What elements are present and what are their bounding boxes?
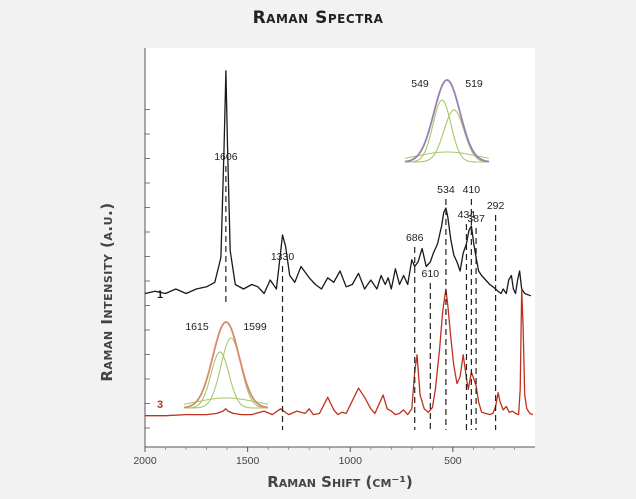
fit-baseline-curve	[404, 151, 490, 159]
fit-envelope-curve	[404, 79, 490, 163]
peak-label: 686	[406, 232, 424, 244]
series-label: 1	[157, 289, 163, 301]
peak-label: 1330	[271, 251, 295, 263]
x-tick-label: 500	[444, 455, 462, 467]
chart-title: Raman Spectra	[252, 8, 384, 28]
x-tick-label: 1000	[339, 455, 363, 467]
inset-peak-label: 519	[465, 78, 483, 90]
fit-envelope-curve	[183, 321, 269, 409]
peak-label: 610	[422, 268, 440, 280]
peak-label: 387	[467, 213, 485, 225]
inset-peak-label: 1615	[185, 321, 209, 333]
peak-label: 534	[437, 184, 455, 196]
series-1-line	[144, 70, 532, 297]
peak-label: 1606	[214, 151, 238, 163]
fit-inset	[183, 321, 269, 409]
x-tick-label: 2000	[133, 455, 157, 467]
fit-inset	[404, 79, 490, 163]
peak-label: 410	[463, 184, 481, 196]
series-label: 3	[157, 399, 163, 411]
series-3-line	[145, 288, 534, 417]
x-tick-label: 1500	[236, 455, 260, 467]
fit-component-curve	[405, 99, 489, 163]
fit-component-curve	[184, 351, 268, 409]
fit-baseline-curve	[183, 397, 269, 405]
peak-label: 292	[487, 200, 505, 212]
x-axis-label: Raman Shift (cm⁻¹)	[267, 473, 413, 491]
fit-component-curve	[405, 109, 490, 163]
inset-peak-label: 549	[411, 78, 429, 90]
inset-peak-label: 1599	[243, 321, 267, 333]
fit-component-curve	[184, 337, 268, 409]
